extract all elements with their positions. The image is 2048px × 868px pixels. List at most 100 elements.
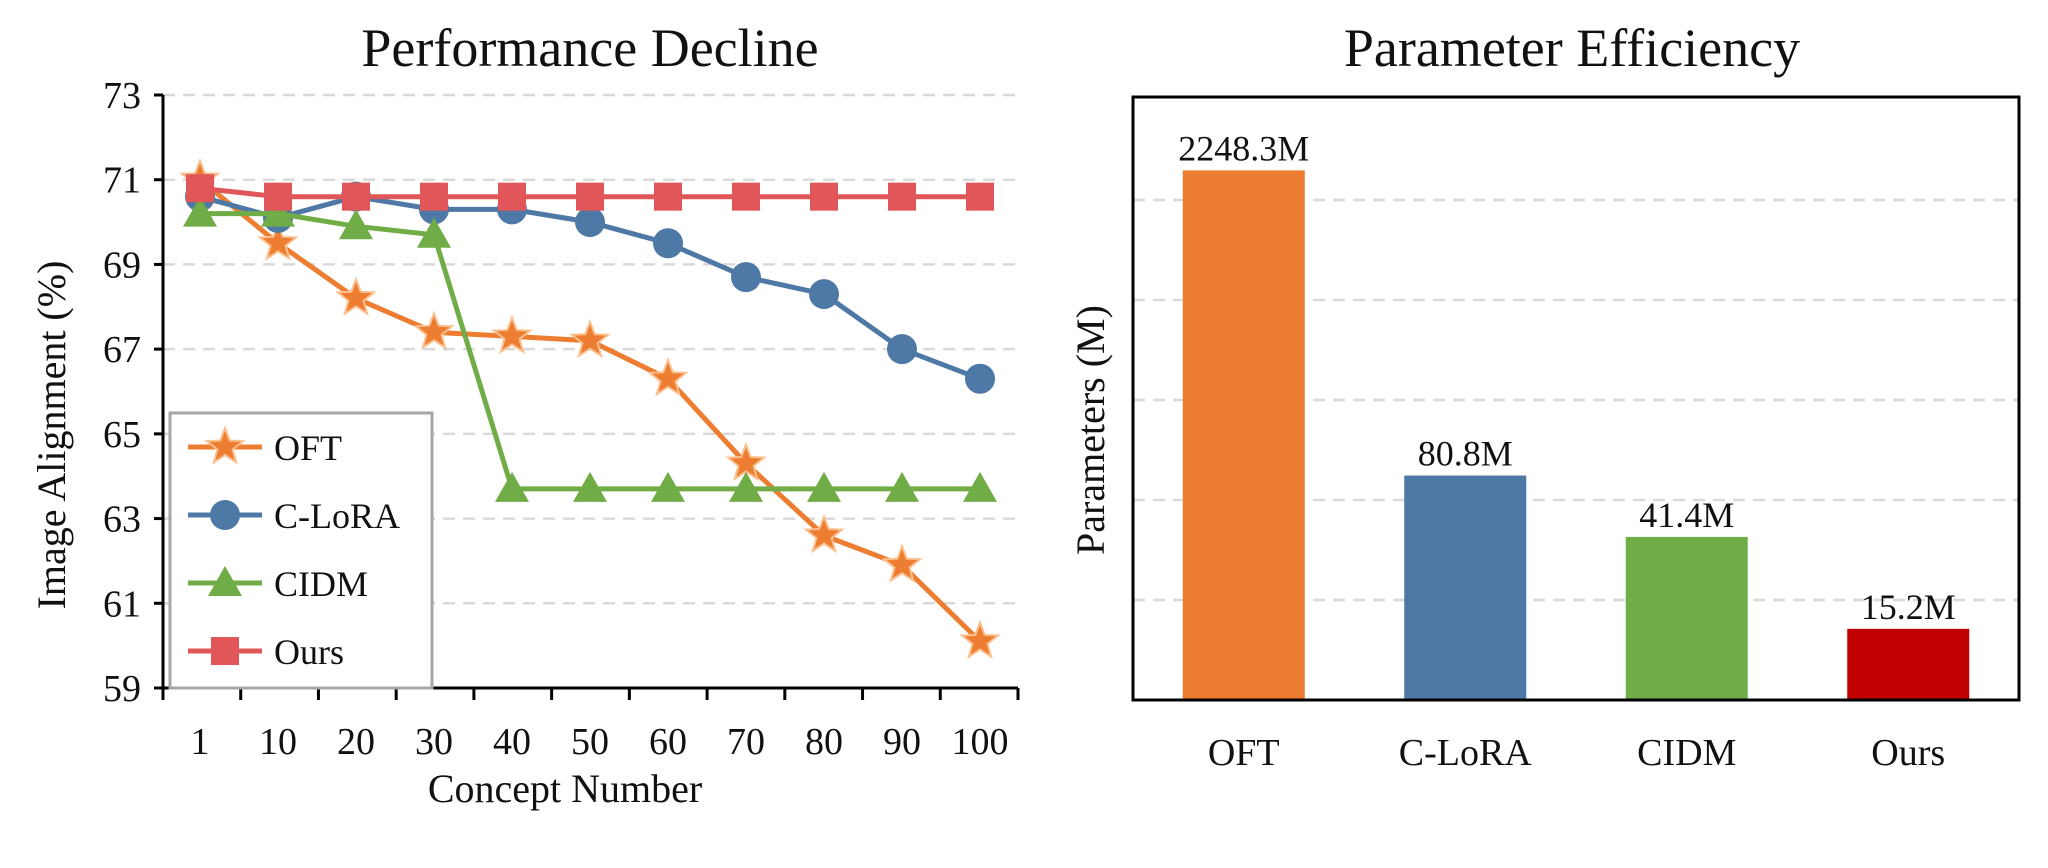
legend-label-oft: OFT [274,428,342,468]
point-oft-80 [803,513,845,554]
line-chart: Performance Decline 59 61 63 65 67 69 71 73 1 10… [29,18,1020,811]
point-cidm-20 [339,209,373,240]
point-cidm-80 [807,471,841,502]
point-c-lora-100 [965,363,995,394]
point-oft-20 [335,276,377,317]
point-cidm-60 [651,471,685,502]
point-c-lora-90 [887,334,917,365]
legend-entry-ours: Ours [188,632,344,672]
series-ours [186,174,994,211]
point-ours-100 [966,182,994,211]
point-oft-90 [881,543,923,583]
point-cidm-10 [261,196,295,227]
bar-ours [1847,628,1970,700]
series-cidm [183,196,997,502]
bar-chart-frame [1131,95,2021,702]
bar-category-label-c-lora: C-LoRA [1399,732,1533,774]
point-ours-70 [732,182,760,211]
line-chart-x-ticks: 1 10 20 30 40 50 60 70 80 90 100 [161,688,1020,763]
bar-chart: Parameter Efficiency 2248.3M 80.8M 41.4M 15… [1068,18,2021,774]
point-oft-70 [725,441,767,482]
legend-marker-cidm [208,566,242,596]
bar-chart-y-label: Parameters (M) [1068,305,1113,555]
x-tick-label-70: 70 [727,721,765,763]
bar-c-lora [1404,475,1527,700]
point-c-lora-50 [575,207,605,238]
x-tick-label-1: 1 [191,721,210,763]
point-cidm-40 [495,471,529,502]
y-tick-label-65: 65 [103,414,141,456]
bar-chart-bars [1182,170,1970,700]
point-cidm-1 [183,196,217,227]
bar-value-label-ours: 15.2M [1861,587,1956,627]
y-tick-label-67: 67 [103,329,141,371]
point-oft-30 [413,310,455,350]
bar-value-label-cidm: 41.4M [1639,495,1734,535]
bar-value-label-c-lora: 80.8M [1418,434,1513,474]
legend-entry-c-lora: C-LoRA [188,496,400,536]
bar-category-label-oft: OFT [1208,732,1280,774]
legend-marker-ours [211,637,239,665]
line-chart-legend: OFT C-LoRA CIDM Ours [168,411,434,690]
point-ours-1 [186,174,214,203]
point-c-lora-60 [653,228,683,259]
line-chart-series [179,157,1001,660]
bar-chart-title: Parameter Efficiency [1344,18,1800,78]
bar-category-label-ours: Ours [1871,732,1945,774]
point-cidm-50 [573,471,607,502]
x-tick-label-10: 10 [259,721,297,763]
legend-label-ours: Ours [274,632,344,672]
point-cidm-70 [729,471,763,502]
y-tick-label-71: 71 [103,160,141,202]
point-ours-10 [264,182,292,211]
point-oft-60 [647,356,689,397]
legend-marker-c-lora [210,500,240,530]
x-tick-label-90: 90 [883,721,921,763]
point-cidm-90 [885,471,919,502]
point-ours-90 [888,182,916,211]
point-ours-30 [420,182,448,211]
point-ours-40 [498,182,526,211]
line-chart-y-label: Image Alignment (%) [29,261,74,610]
series-oft [179,157,1001,660]
bar-cidm [1625,536,1748,700]
y-tick-label-63: 63 [103,499,141,541]
x-tick-label-30: 30 [415,721,453,763]
point-ours-20 [342,182,370,211]
bar-chart-x-ticks: OFT C-LoRA CIDM Ours [1208,732,1945,774]
point-oft-40 [491,314,533,355]
series-c-lora [185,181,995,394]
point-ours-50 [576,182,604,211]
point-ours-80 [810,182,838,211]
x-tick-label-50: 50 [571,721,609,763]
legend-marker-oft [204,425,246,465]
point-ours-60 [654,182,682,211]
bar-chart-data-labels: 2248.3M 80.8M 41.4M 15.2M [1178,128,1956,627]
point-oft-100 [959,619,1001,660]
x-tick-label-80: 80 [805,721,843,763]
x-tick-label-40: 40 [493,721,531,763]
point-oft-10 [257,221,299,261]
bar-value-label-oft: 2248.3M [1178,128,1309,168]
y-tick-label-69: 69 [103,244,141,286]
line-chart-y-ticks: 59 61 63 65 67 69 71 73 [103,75,163,710]
bar-category-label-cidm: CIDM [1637,732,1736,774]
point-cidm-100 [963,471,997,502]
y-tick-label-61: 61 [103,583,141,625]
bar-oft [1182,170,1305,700]
legend-label-cidm: CIDM [274,564,368,604]
point-cidm-30 [417,217,451,248]
x-tick-label-100: 100 [952,721,1009,763]
point-c-lora-70 [731,262,761,293]
point-c-lora-80 [809,279,839,310]
legend-label-c-lora: C-LoRA [274,496,400,536]
x-tick-label-60: 60 [649,721,687,763]
y-tick-label-59: 59 [103,668,141,710]
legend-entry-cidm: CIDM [188,564,368,604]
point-oft-50 [569,318,611,359]
y-tick-label-73: 73 [103,75,141,117]
legend-entry-oft: OFT [188,425,342,468]
x-tick-label-20: 20 [337,721,375,763]
line-chart-title: Performance Decline [361,18,818,78]
